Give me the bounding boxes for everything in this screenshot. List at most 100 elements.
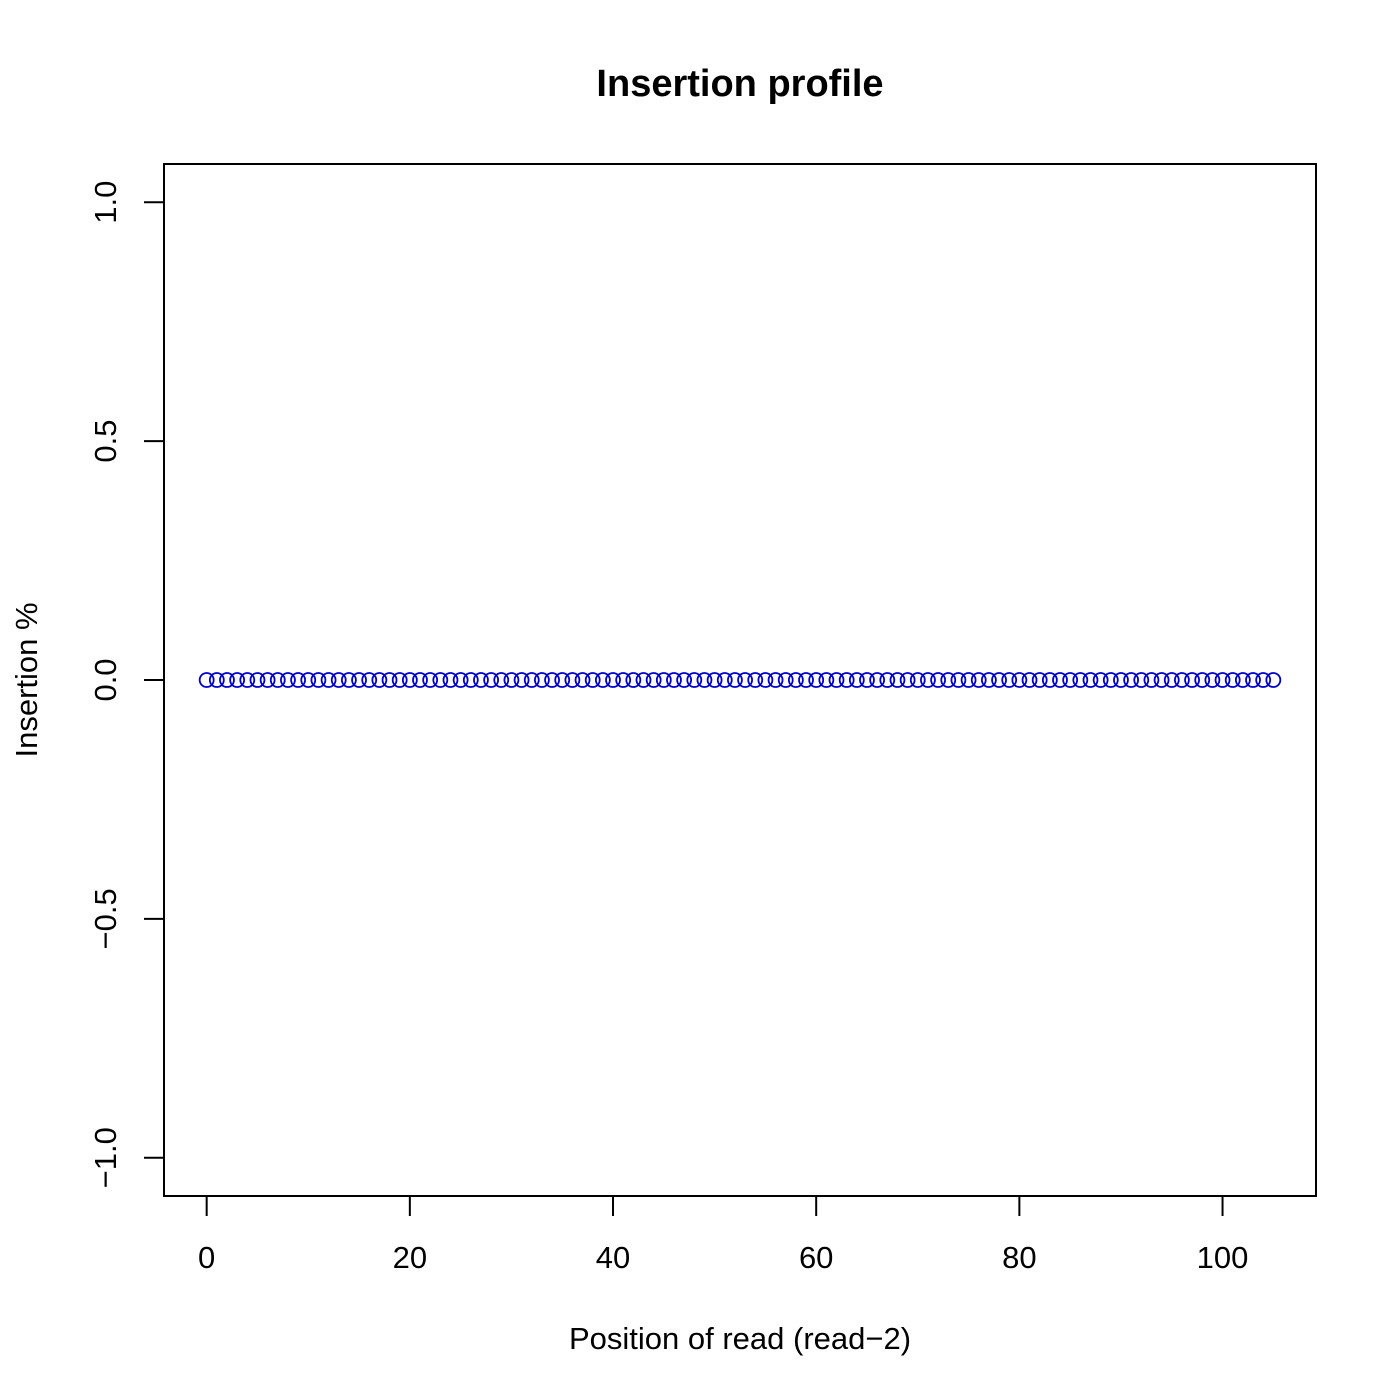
data-point	[605, 672, 621, 688]
data-point	[1194, 672, 1211, 688]
data-point	[1153, 672, 1170, 688]
data-point	[513, 672, 530, 688]
y-tick-label: −0.5	[88, 888, 123, 949]
chart-title: Insertion profile	[596, 63, 883, 105]
data-point	[594, 672, 611, 688]
data-point	[818, 672, 835, 688]
data-point	[828, 672, 845, 688]
data-point	[1102, 672, 1119, 688]
data-point	[503, 672, 520, 688]
data-point	[544, 672, 560, 688]
data-point	[564, 672, 581, 688]
data-point	[534, 672, 550, 688]
data-point	[859, 672, 875, 688]
x-tick-label: 0	[198, 1240, 215, 1275]
data-point	[239, 672, 256, 688]
data-point	[737, 672, 753, 688]
data-point	[889, 672, 906, 688]
y-axis-label: Insertion %	[9, 602, 44, 757]
data-point	[879, 672, 896, 688]
data-point	[229, 672, 246, 688]
data-point	[615, 672, 632, 688]
data-point	[696, 672, 713, 688]
data-point	[798, 672, 814, 688]
data-point	[655, 672, 672, 688]
x-axis-label: Position of read (read−2)	[569, 1321, 911, 1356]
data-point	[1265, 672, 1282, 688]
data-point	[432, 672, 449, 688]
data-point	[706, 672, 723, 688]
data-point	[940, 672, 957, 688]
data-point	[401, 672, 418, 688]
y-tick-label: −1.0	[88, 1127, 123, 1188]
data-point	[1255, 672, 1272, 688]
data-point	[361, 672, 378, 688]
data-point	[1092, 672, 1109, 688]
data-point	[808, 672, 825, 688]
data-point	[523, 672, 540, 688]
data-point	[1204, 672, 1221, 688]
data-point	[351, 672, 367, 688]
data-point	[330, 672, 347, 688]
data-point	[340, 672, 357, 688]
data-point	[666, 672, 682, 688]
data-point	[970, 672, 987, 688]
data-point	[1184, 672, 1200, 688]
data-point	[1234, 672, 1251, 688]
x-tick-label: 100	[1197, 1240, 1249, 1275]
data-point	[1133, 672, 1150, 688]
y-axis: −1.0 −0.5 0.0 0.5 1.0	[88, 181, 165, 1188]
data-point	[371, 672, 388, 688]
data-point	[381, 672, 398, 688]
data-point	[290, 672, 306, 688]
data-point	[412, 672, 428, 688]
data-point	[716, 672, 733, 688]
data-point	[1143, 672, 1160, 688]
plot-frame	[163, 163, 1317, 1197]
data-point	[930, 672, 946, 688]
data-point	[422, 672, 439, 688]
data-point	[473, 672, 489, 688]
data-point	[869, 672, 886, 688]
data-point	[1052, 672, 1068, 688]
data-point	[1224, 672, 1241, 688]
data-point	[625, 672, 642, 688]
data-point	[991, 672, 1007, 688]
data-point	[310, 672, 327, 688]
data-point	[462, 672, 479, 688]
data-point	[727, 672, 743, 688]
y-tick-label: 0.5	[88, 420, 123, 463]
data-point	[848, 672, 865, 688]
data-points	[198, 672, 1282, 688]
data-point	[300, 672, 317, 688]
data-point	[920, 672, 936, 688]
data-point	[249, 672, 266, 688]
data-point	[909, 672, 926, 688]
y-tick-label: 1.0	[88, 181, 123, 224]
data-point	[686, 672, 703, 688]
data-point	[1062, 672, 1079, 688]
data-point	[1113, 672, 1129, 688]
data-point	[554, 672, 571, 688]
data-point	[1082, 672, 1099, 688]
data-point	[950, 672, 967, 688]
data-point	[757, 672, 774, 688]
data-point	[787, 672, 804, 688]
data-point	[219, 672, 235, 688]
x-tick-label: 60	[799, 1240, 833, 1275]
data-point	[645, 672, 662, 688]
data-point	[259, 672, 276, 688]
data-point	[1041, 672, 1058, 688]
x-axis: 0 20 40 60 80 100	[198, 1195, 1249, 1275]
data-point	[1011, 672, 1028, 688]
data-point	[838, 672, 855, 688]
data-point	[1214, 672, 1231, 688]
data-point	[442, 672, 459, 688]
data-point	[777, 672, 794, 688]
data-point	[483, 672, 500, 688]
data-point	[1021, 672, 1038, 688]
data-point	[198, 672, 215, 688]
data-point	[899, 672, 916, 688]
x-tick-label: 40	[596, 1240, 630, 1275]
x-tick-label: 80	[1002, 1240, 1036, 1275]
